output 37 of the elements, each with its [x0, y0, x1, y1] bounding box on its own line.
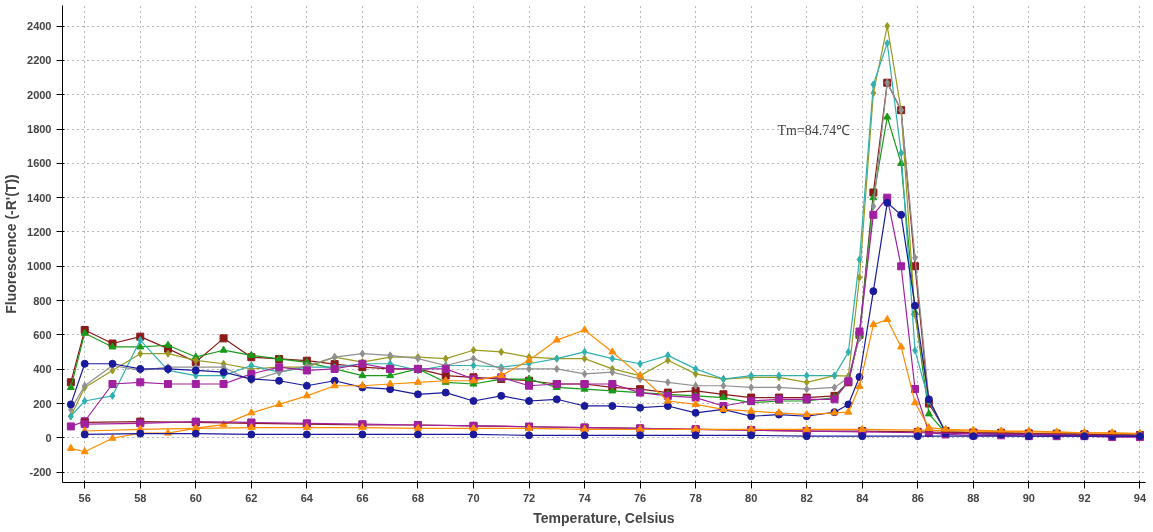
y-tick-label: 800: [33, 294, 52, 307]
y-tick-label: 1800: [27, 123, 52, 136]
x-tick-label: 88: [967, 491, 980, 504]
y-tick-label: 2400: [27, 20, 52, 33]
annotation: Tm=84.74℃: [777, 122, 851, 138]
y-tick-label: 200: [33, 397, 52, 410]
x-tick-label: 70: [467, 491, 480, 504]
x-tick-label: 62: [245, 491, 258, 504]
y-tick-label: 1600: [27, 157, 52, 170]
x-tick-label: 78: [689, 491, 702, 504]
x-tick-label: 66: [356, 491, 369, 504]
x-tick-label: 86: [911, 491, 924, 504]
y-tick-label: 400: [33, 363, 52, 376]
x-tick-label: 56: [78, 491, 91, 504]
y-tick-label: 1200: [27, 225, 52, 238]
x-tick-label: 92: [1078, 491, 1091, 504]
x-tick-label: 64: [300, 491, 314, 504]
x-tick-label: 76: [633, 491, 647, 504]
x-tick-label: 60: [189, 491, 202, 504]
y-tick-label: 2000: [27, 88, 52, 101]
y-axis-title: Fluorescence (-R'(T)): [3, 174, 20, 314]
x-tick-label: 58: [134, 491, 147, 504]
y-tick-label: 0: [45, 431, 52, 444]
x-tick-label: 74: [578, 491, 592, 504]
y-tick-label: 1400: [27, 191, 52, 204]
y-tick-label: 600: [33, 328, 52, 341]
x-tick-label: 68: [411, 491, 425, 504]
y-tick-label: 1000: [27, 260, 52, 273]
y-tick-label: 2200: [27, 54, 52, 67]
x-tick-label: 82: [800, 491, 813, 504]
y-tick-label: -200: [29, 466, 52, 479]
x-tick-label: 72: [522, 491, 536, 504]
x-tick-label: 80: [745, 491, 758, 504]
x-axis-title: Temperature, Celsius: [533, 509, 675, 526]
x-tick-label: 84: [856, 491, 870, 504]
x-tick-label: 90: [1022, 491, 1035, 504]
x-tick-label: 94: [1133, 491, 1147, 504]
